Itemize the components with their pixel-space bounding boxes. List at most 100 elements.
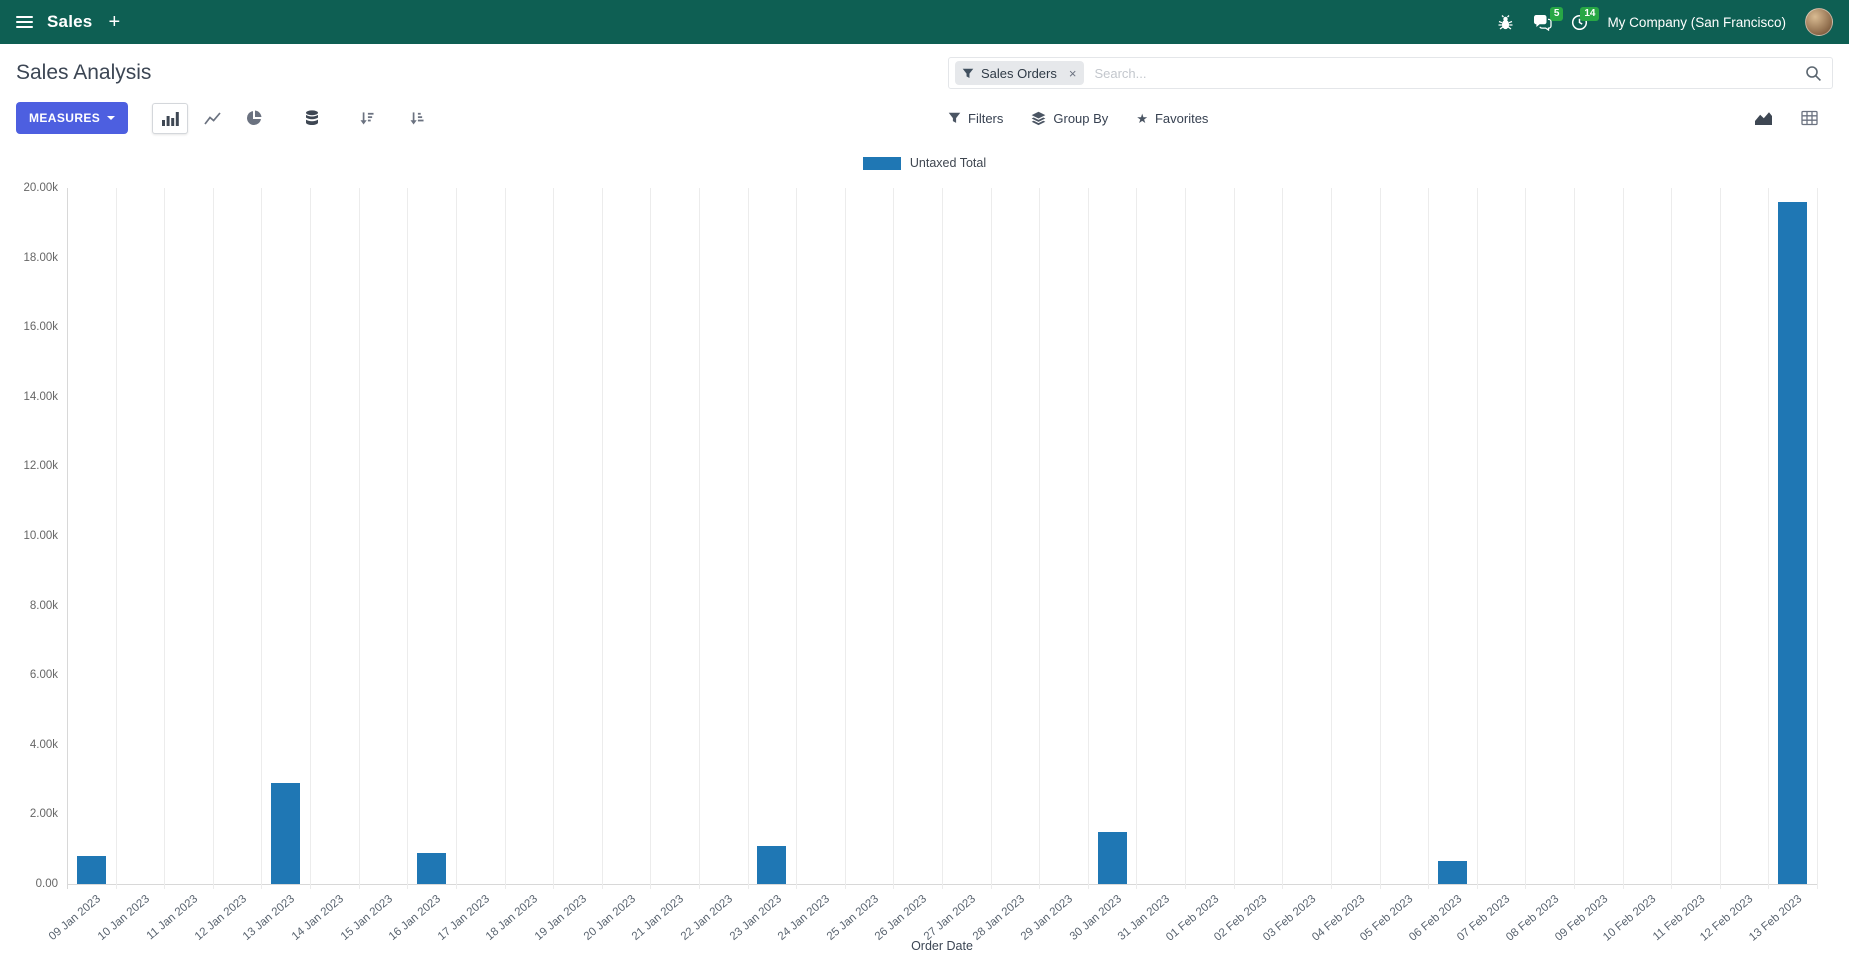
y-tick-label: 4.00k (29, 738, 58, 751)
app-name[interactable]: Sales (47, 12, 93, 31)
sort-ascending-button[interactable] (398, 103, 434, 134)
gridline (455, 188, 457, 889)
gridline (1525, 188, 1527, 889)
bar[interactable] (1097, 831, 1127, 884)
gridline (942, 188, 943, 889)
x-axis-title: Order Date (911, 939, 973, 953)
pivot-view-button[interactable] (1791, 103, 1827, 134)
bar[interactable] (76, 856, 106, 884)
bar[interactable] (757, 845, 787, 884)
gridline (1379, 188, 1381, 889)
chart-type-switcher (152, 102, 272, 134)
y-tick-label: 10.00k (23, 530, 58, 542)
sort-descending-button[interactable] (348, 103, 384, 134)
gridline (844, 188, 846, 889)
bar[interactable] (1778, 201, 1808, 884)
gridline (1768, 188, 1770, 889)
gridline (1622, 188, 1624, 889)
gridline (796, 188, 798, 889)
y-tick-label: 14.00k (23, 390, 58, 403)
top-navbar: Sales + 5 14 My Company (San Francisco) (0, 0, 1849, 44)
gridline (1185, 188, 1187, 889)
control-panel: Sales Analysis Sales Orders × MEASURES (0, 44, 1849, 142)
gridline (358, 188, 360, 889)
gridline (1719, 188, 1721, 889)
company-switcher[interactable]: My Company (San Francisco) (1607, 14, 1786, 30)
search-icon[interactable] (1805, 65, 1822, 82)
gridline (698, 188, 700, 889)
gridline (1039, 188, 1041, 889)
gridline (1087, 188, 1089, 889)
gridline (1136, 188, 1138, 889)
x-axis: 09 Jan 2023 10 Jan 2023 11 Jan 2023 12 Jan … (46, 893, 1805, 944)
bar-chart-button[interactable] (152, 102, 189, 134)
line-chart-button[interactable] (194, 103, 230, 134)
stacked-toggle-button[interactable] (294, 103, 330, 134)
plot-area: 0.00 2.00k 4.00k 6.00k 8.00k 10.00k 12.00k 14.0… (23, 182, 1818, 890)
gridline (1428, 188, 1430, 889)
gridline (1476, 188, 1478, 889)
filters-label: Filters (968, 110, 1004, 126)
pie-chart-button[interactable] (236, 103, 272, 134)
legend-label: Untaxed Total (909, 156, 987, 170)
messages-icon[interactable]: 5 (1533, 6, 1564, 31)
gridline (407, 188, 409, 889)
gridline (893, 188, 895, 889)
facet-remove-button[interactable]: × (1068, 65, 1077, 81)
gridline (1817, 188, 1818, 889)
facet-label: Sales Orders (981, 65, 1057, 81)
y-tick-label: 2.00k (29, 808, 58, 821)
page-title: Sales Analysis (16, 61, 152, 84)
search-facet[interactable]: Sales Orders × (955, 61, 1085, 85)
search-input[interactable] (1084, 65, 1805, 81)
measures-label: MEASURES (29, 111, 101, 125)
y-tick-label: 0.00 (35, 878, 58, 890)
search-bar[interactable]: Sales Orders × (948, 57, 1833, 89)
graph-view-button[interactable] (1745, 103, 1781, 134)
group-by-label: Group By (1053, 110, 1109, 126)
activities-icon[interactable]: 14 (1571, 6, 1600, 31)
gridline (553, 188, 555, 889)
y-tick-label: 8.00k (29, 599, 58, 612)
gridline (747, 188, 749, 889)
gridline (1573, 188, 1575, 889)
gridline (115, 188, 117, 889)
sort-buttons (348, 103, 434, 134)
y-tick-label: 18.00k (23, 251, 58, 264)
view-switcher (1745, 103, 1827, 134)
gridline (1671, 188, 1673, 889)
favorites-label: Favorites (1154, 110, 1209, 126)
gridline (67, 188, 68, 889)
apps-menu-icon[interactable] (16, 16, 33, 28)
gridline (310, 188, 312, 889)
legend-swatch[interactable] (862, 156, 901, 170)
star-icon: ★ (1136, 110, 1148, 126)
chevron-down-icon (107, 116, 116, 120)
search-options: Filters Group By ★ Favorites (948, 111, 1208, 126)
y-tick-label: 16.00k (23, 321, 58, 334)
gridline (212, 188, 214, 889)
graph-view: Untaxed Total 0.00 2.00k 4.00k 6.00k 8.00k 10… (0, 150, 1849, 953)
debug-icon[interactable] (1497, 14, 1514, 31)
gridline (261, 188, 263, 889)
bar[interactable] (271, 783, 301, 884)
user-avatar[interactable] (1805, 8, 1833, 36)
bar[interactable] (417, 852, 447, 884)
gridline (1233, 188, 1235, 889)
gridline (601, 188, 603, 889)
gridline (164, 188, 166, 889)
gridline (1330, 188, 1332, 889)
bar[interactable] (1437, 861, 1467, 884)
y-tick-label: 12.00k (23, 460, 58, 473)
measures-button[interactable]: MEASURES (16, 102, 129, 134)
filter-icon (948, 112, 961, 124)
y-tick-label: 6.00k (29, 669, 58, 682)
plus-icon[interactable]: + (108, 11, 121, 33)
group-by-button[interactable]: Group By (1031, 111, 1108, 126)
chart-legend: Untaxed Total (0, 150, 1849, 176)
favorites-button[interactable]: ★ Favorites (1136, 111, 1208, 126)
activities-badge: 14 (1580, 6, 1600, 21)
layers-icon (1031, 111, 1046, 126)
y-tick-label: 20.00k (23, 182, 58, 194)
filters-button[interactable]: Filters (948, 111, 1003, 126)
